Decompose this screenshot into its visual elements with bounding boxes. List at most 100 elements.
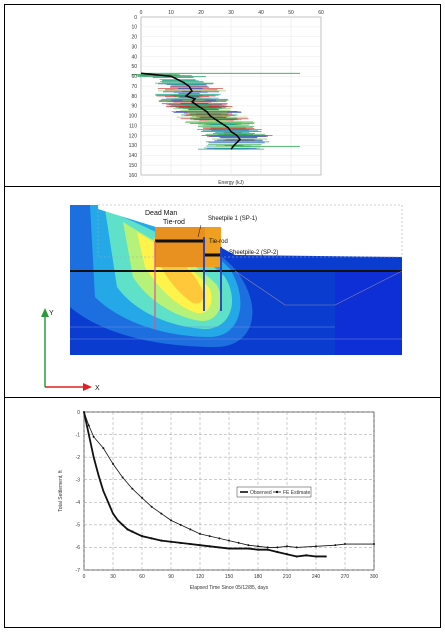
y-axis-label: Y — [49, 310, 54, 317]
observed-point — [150, 537, 153, 540]
fe-point — [257, 545, 259, 548]
x-tick-label: 30 — [228, 10, 234, 16]
x-tick-label: 150 — [225, 574, 234, 580]
fe-point — [179, 523, 182, 526]
observed-point — [314, 555, 318, 558]
x-tick-label: 20 — [198, 10, 204, 16]
y-tick-label: 20 — [131, 35, 137, 41]
right-soil-block — [335, 272, 402, 355]
x-tick-label: 40 — [258, 10, 264, 16]
observed-point — [305, 554, 308, 557]
fe-point — [276, 546, 279, 549]
figure-cell-settlement: 0 30 60 90 120 150 180 210 240 270 300 0 -1 -2 -3 -4 -5… — [4, 397, 441, 628]
fe-point — [334, 544, 337, 547]
x-axis-label: Energy (kJ) — [218, 180, 244, 186]
x-tick-label: 60 — [318, 10, 324, 16]
chart-series — [140, 72, 241, 150]
fe-point — [373, 543, 375, 546]
observed-point — [256, 548, 260, 551]
y-tick-label: 110 — [129, 123, 137, 129]
fe-point — [266, 546, 269, 549]
fe-point — [83, 411, 85, 413]
observed-point — [266, 548, 269, 551]
fe-point — [150, 505, 153, 508]
y-tick-label: -1 — [76, 432, 81, 438]
y-tick-label: 0 — [134, 15, 137, 21]
label-sheetpile-1: Sheetpile 1 (SP-1) — [208, 216, 257, 222]
x-tick-label: 210 — [283, 574, 292, 580]
label-tie-rod-2: Tie-rod — [209, 239, 228, 245]
x-tick-label: 240 — [312, 574, 321, 580]
excavation-outline — [97, 204, 403, 258]
x-tick-label: 10 — [168, 10, 174, 16]
fe-point — [160, 512, 163, 515]
series-observed-line — [83, 411, 326, 558]
y-tick-label: -5 — [76, 523, 81, 529]
fe-point — [92, 435, 95, 438]
y-tick-label: 130 — [129, 143, 138, 149]
y-tick-label: -4 — [76, 500, 81, 506]
fe-point — [295, 546, 298, 549]
x-tick-label: 180 — [254, 574, 263, 580]
y-tick-label: -6 — [76, 545, 81, 551]
y-tick-label: 60 — [131, 74, 137, 80]
observed-point — [208, 545, 211, 548]
chart-legend: Observed FE Estimate — [236, 486, 312, 498]
fe-point — [228, 539, 230, 542]
x-tick-label: 270 — [341, 574, 350, 580]
y-tick-label: 50 — [131, 64, 137, 70]
y-tick-label: 0 — [77, 410, 80, 416]
y-tick-labels: 0 10 20 30 40 50 60 70 80 90 100 110 120 130 140 150 160 — [129, 15, 138, 179]
x-axis-label: X — [95, 385, 100, 392]
energy-depth-chart: 0 10 20 30 40 50 60 0 10 20 30 40 50 60 70 80 90 100 110 1… — [129, 10, 324, 186]
fe-point — [218, 537, 221, 540]
observed-point — [189, 542, 192, 546]
observed-point — [131, 530, 134, 533]
observed-point — [126, 528, 129, 531]
y-tick-label: 90 — [131, 104, 137, 110]
excavation-profile — [234, 270, 403, 306]
fe-point — [247, 544, 250, 547]
chart-grid — [83, 411, 375, 571]
fe-point — [344, 543, 346, 546]
y-tick-label: 100 — [129, 114, 138, 120]
fe-point — [208, 535, 211, 538]
observed-point — [218, 546, 221, 549]
plot-area — [83, 411, 375, 571]
x-tick-label: 0 — [140, 10, 143, 16]
fe-point — [189, 528, 192, 531]
y-tick-labels: 0 -1 -2 -3 -4 -5 -6 -7 — [76, 410, 81, 574]
x-tick-label: 60 — [139, 574, 145, 580]
x-tick-label: 0 — [83, 574, 86, 580]
y-tick-label: 80 — [131, 94, 137, 100]
y-tick-label: 140 — [129, 153, 138, 159]
x-tick-label: 120 — [196, 574, 205, 580]
observed-point — [179, 541, 182, 545]
sheetpile-contour-figure: Dead Man Tie-rod Sheetpile 1 (SP-1) Tie-… — [41, 204, 403, 392]
settlement-time-chart: 0 30 60 90 120 150 180 210 240 270 300 0 -1 -2 -3 -4 -5… — [58, 410, 379, 591]
y-tick-label: 30 — [131, 44, 137, 50]
label-dead-man: Dead Man — [145, 210, 177, 217]
observed-point — [295, 555, 298, 558]
y-tick-label: -7 — [76, 568, 81, 574]
mean-energy-line — [140, 72, 241, 150]
x-tick-labels: 0 10 20 30 40 50 60 — [140, 10, 324, 16]
x-tick-labels: 0 30 60 90 120 150 180 210 240 270 300 — [83, 574, 379, 580]
fe-point — [170, 519, 172, 522]
observed-point — [140, 535, 144, 538]
x-axis-label: Elapsed Time Since 05/12/85, days — [190, 585, 269, 591]
observed-point — [285, 553, 289, 556]
y-tick-label: 160 — [129, 173, 138, 179]
observed-point — [247, 547, 250, 550]
y-axis-label: Total Settlement, ft — [58, 470, 64, 512]
series-fe-line — [83, 411, 374, 548]
observed-point — [227, 547, 231, 550]
observed-point — [276, 550, 279, 554]
label-sheetpile-2: Sheetpile-2 (SP-2) — [229, 250, 278, 256]
x-tick-label: 50 — [288, 10, 294, 16]
legend-label-observed: Observed — [250, 490, 272, 496]
observed-point — [169, 540, 173, 543]
chart-series — [83, 411, 375, 558]
observed-point — [121, 523, 124, 526]
